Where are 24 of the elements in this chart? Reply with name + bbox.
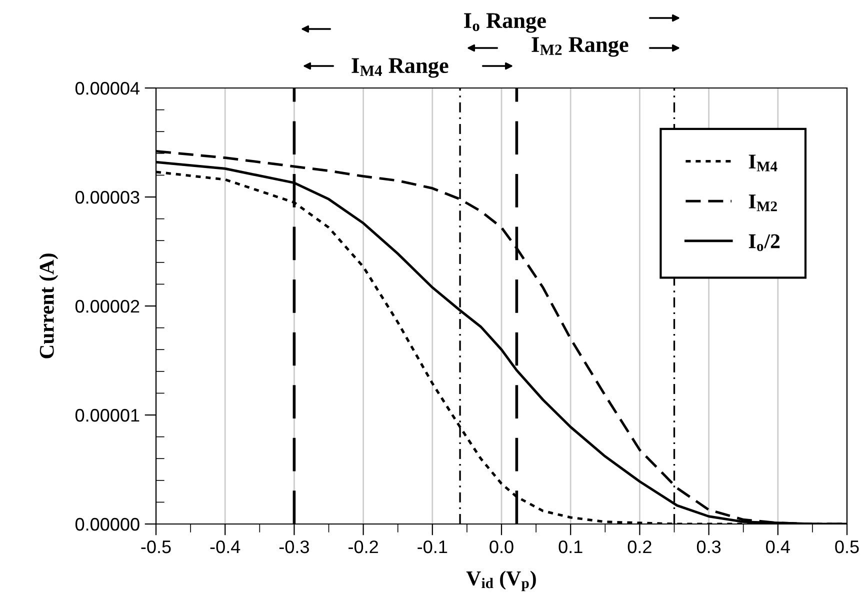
text: I$_{M4}$ Range [352,58,448,78]
x-tick-label: -0.4 [210,540,240,554]
x-tick-label: 0.0 [490,540,514,554]
x-tick-label: 0.4 [766,540,790,554]
legend-label: I$_{M2}$ [748,194,777,212]
y-tick-label: 0.00000 [75,518,140,531]
y-tick-label: 0.00001 [75,408,140,422]
x-tick-label: -0.2 [348,540,378,554]
legend-label: I$_{o}$/2 [748,234,780,252]
x-tick-label: 0.3 [696,540,721,554]
x-tick-label: -0.1 [418,540,448,554]
text: I$_{M2}$ Range [532,37,628,57]
x-axis-title: V$_{id}$ (V$_{p}$) [466,570,536,592]
x-tick-label: -0.5 [141,540,171,554]
y-tick-label: 0.00002 [75,300,140,313]
y-tick-label: 0.00004 [75,82,140,95]
x-tick-label: -0.3 [279,540,309,554]
x-tick-label: 0.2 [628,540,652,554]
text: I$_{o}$ Range [464,13,546,33]
x-tick-label: 0.1 [558,540,582,554]
y-tick-label: 0.00003 [75,190,140,204]
x-tick-label: 0.5 [835,540,859,554]
y-axis-title: Current (A) [39,254,58,358]
legend-label: I$_{M4}$ [748,154,778,172]
